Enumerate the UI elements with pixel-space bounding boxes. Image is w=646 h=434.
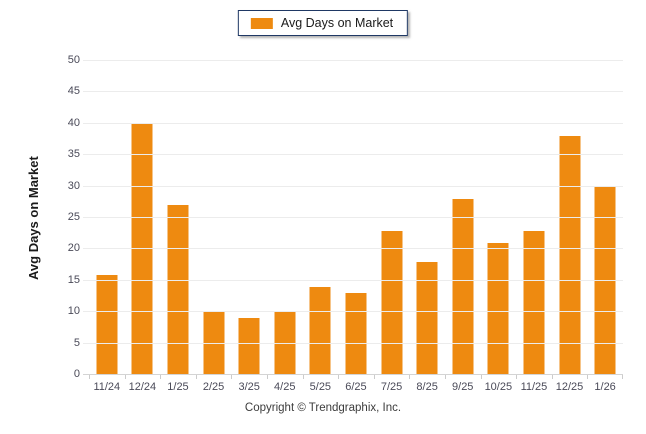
legend: Avg Days on Market — [237, 10, 409, 36]
bar-slot — [552, 61, 588, 375]
bar — [131, 123, 153, 375]
y-tick-label: 25 — [67, 211, 80, 223]
x-tick-label: 4/25 — [274, 381, 296, 393]
bar-slot — [89, 61, 125, 375]
x-tick-mark — [160, 375, 162, 379]
bar-slot — [125, 61, 161, 375]
bar-slot — [338, 61, 374, 375]
bar-slot — [231, 61, 267, 375]
bar — [416, 261, 438, 375]
x-tick-mark — [480, 375, 482, 379]
legend-label: Avg Days on Market — [280, 16, 394, 30]
y-tick-label: 5 — [73, 336, 80, 349]
x-tick-mark — [444, 375, 446, 379]
bar — [452, 199, 474, 375]
bar-slot — [481, 61, 517, 375]
bar — [381, 230, 403, 375]
bar-slot — [160, 61, 196, 375]
bar — [523, 230, 545, 375]
x-tick-label: 6/25 — [345, 381, 367, 393]
bar-slot — [303, 61, 339, 375]
bar — [559, 136, 581, 375]
y-tick-label: 45 — [67, 85, 80, 98]
gridline — [83, 122, 623, 124]
x-tick-mark — [409, 375, 411, 379]
y-tick-label: 15 — [67, 273, 80, 286]
x-tick-label: 7/25 — [380, 381, 403, 393]
x-tick-label: 2/25 — [202, 381, 225, 393]
x-tick-label: 3/25 — [238, 381, 260, 393]
bar — [309, 287, 331, 375]
x-tick-mark — [373, 375, 375, 379]
bar — [238, 318, 260, 375]
x-tick-mark — [622, 375, 623, 379]
y-axis-labels: 0 5 10 15 20 25 30 35 40 45 50 — [0, 54, 80, 380]
bar-slot — [587, 61, 623, 375]
x-tick-mark — [266, 375, 268, 379]
x-axis-labels: 11/24 12/24 1/25 2/25 3/25 4/25 5/25 6/25 7/25 8/… — [89, 381, 623, 393]
bar — [487, 243, 509, 375]
y-tick-label: 10 — [67, 305, 80, 318]
copyright-text: Copyright © Trendgraphix, Inc. — [244, 402, 402, 414]
legend-swatch-icon — [250, 17, 273, 29]
bar-slot — [267, 61, 303, 375]
x-tick-label: 1/25 — [167, 381, 189, 393]
gridline — [83, 60, 623, 61]
x-tick-mark — [231, 375, 233, 379]
x-tick-label: 9/25 — [452, 381, 474, 393]
x-tick-label: 10/25 — [484, 381, 513, 393]
gridline — [83, 91, 623, 93]
gridline — [83, 342, 623, 344]
y-tick-label: 20 — [67, 242, 80, 255]
bars-row — [89, 61, 623, 375]
x-tick-mark — [338, 375, 340, 379]
x-tick-label: 5/25 — [309, 381, 332, 393]
gridline — [83, 217, 623, 218]
x-tick-mark — [195, 375, 197, 379]
plot-area: 11/24 12/24 1/25 2/25 3/25 4/25 5/25 6/25 7/25 8/… — [83, 60, 623, 393]
gridline — [83, 279, 623, 281]
bar-slot — [196, 61, 232, 375]
x-tick-label: 11/24 — [93, 381, 121, 393]
y-tick-label: 50 — [67, 54, 80, 66]
y-tick-label: 0 — [73, 368, 80, 380]
y-tick-label: 35 — [67, 148, 80, 161]
gridline — [83, 154, 623, 156]
y-tick-label: 40 — [67, 116, 80, 129]
gridline — [83, 311, 623, 313]
x-tick-label: 1/26 — [594, 381, 616, 393]
gridline — [83, 248, 623, 250]
gridline — [83, 185, 623, 187]
x-tick-mark — [516, 375, 518, 379]
x-tick-label: 8/25 — [416, 381, 438, 393]
x-tick-mark — [124, 375, 126, 379]
bar — [345, 293, 367, 375]
bar-slot — [516, 61, 552, 375]
x-tick-label: 11/25 — [520, 381, 548, 393]
bar-slot — [409, 61, 445, 375]
x-tick-label: 12/25 — [555, 381, 584, 393]
x-tick-mark — [587, 375, 589, 379]
bar — [96, 274, 118, 375]
bar-slot — [374, 61, 410, 375]
x-tick-label: 12/24 — [128, 381, 157, 393]
bar — [167, 205, 189, 375]
y-tick-label: 30 — [67, 179, 80, 192]
x-tick-mark — [89, 375, 90, 379]
x-axis-line — [83, 374, 623, 375]
x-axis-ticks — [89, 375, 623, 379]
x-tick-mark — [551, 375, 553, 379]
x-tick-mark — [302, 375, 304, 379]
bar-slot — [445, 61, 481, 375]
